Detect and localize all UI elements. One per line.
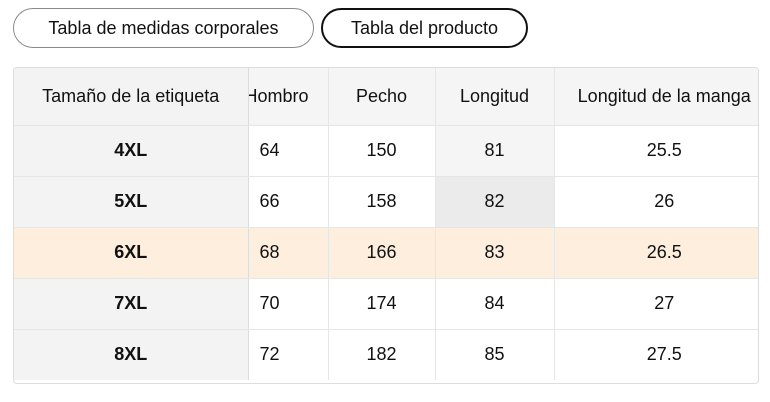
column-header-size-label: Tamaño de la etiqueta [14,68,249,126]
chest-cell: 150 [328,125,436,177]
size-label-cell: 4XL [14,125,249,177]
size-label-cell: 8XL [14,329,249,380]
shoulder-cell: 72 [248,329,329,380]
size-label-cell: 7XL [14,278,249,330]
chest-cell: 174 [328,278,436,330]
shoulder-cell: 66 [248,176,329,228]
shoulder-cell: 68 [248,227,329,279]
column-header-shoulder: Hombro [248,68,329,126]
sleeve-length-cell: 25.5 [554,125,758,177]
chest-cell: 158 [328,176,436,228]
column-header-sleeve-length: Longitud de la manga [554,68,758,126]
sleeve-length-cell: 26.5 [554,227,758,279]
chest-cell: 166 [328,227,436,279]
table-header-row: Tamaño de la etiqueta Hombro Pecho Longi… [14,68,758,126]
size-label-cell: 5XL [14,176,249,228]
size-table: Tamaño de la etiqueta Hombro Pecho Longi… [14,68,758,380]
shoulder-cell: 64 [248,125,329,177]
column-header-chest: Pecho [328,68,436,126]
size-label-cell: 6XL [14,227,249,279]
table-row[interactable]: 4XL 64 150 81 25.5 [14,125,758,177]
size-table-container[interactable]: Tamaño de la etiqueta Hombro Pecho Longi… [13,67,759,384]
length-cell: 83 [435,227,555,279]
shoulder-cell: 70 [248,278,329,330]
tab-body-measurements[interactable]: Tabla de medidas corporales [13,8,314,48]
table-row[interactable]: 8XL 72 182 85 27.5 [14,329,758,380]
length-cell-hovered: 82 [435,176,555,228]
tab-product-table[interactable]: Tabla del producto [321,8,528,48]
sleeve-length-cell: 27.5 [646,344,682,365]
table-row-highlighted[interactable]: 6XL 68 166 83 26.5 [14,227,758,279]
chest-cell: 182 [328,329,436,380]
length-cell: 81 [435,125,555,177]
table-row[interactable]: 7XL 70 174 84 27 [14,278,758,330]
column-header-length: Longitud [435,68,555,126]
length-cell: 84 [435,278,555,330]
sleeve-length-cell: 26 [554,176,758,228]
table-row[interactable]: 5XL 66 158 82 26 [14,176,758,228]
sleeve-length-cell: 27 [554,278,758,330]
column-header-shoulder-text: Hombro [248,85,309,106]
length-cell: 85 [435,329,555,380]
